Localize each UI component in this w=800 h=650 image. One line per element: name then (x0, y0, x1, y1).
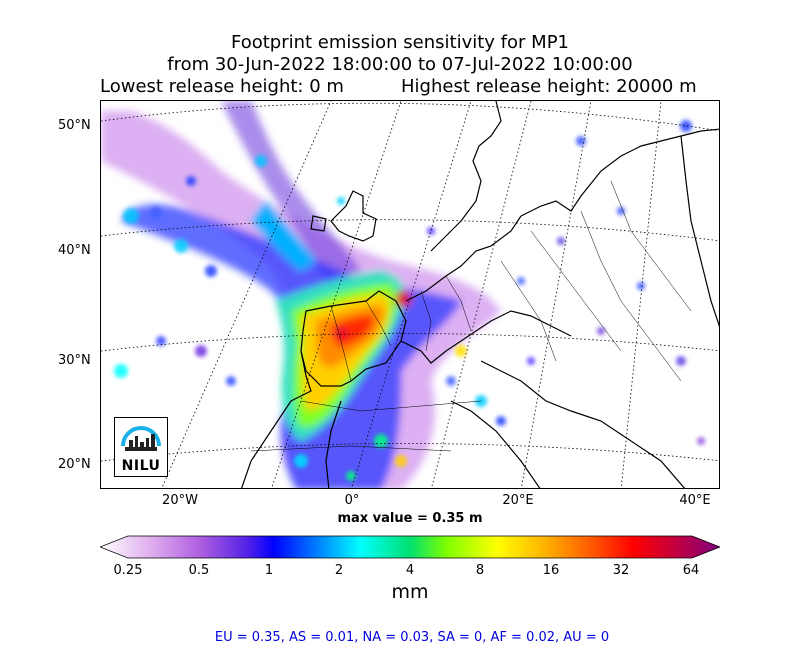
colorbar-tick-7: 32 (612, 563, 630, 578)
lat-label-50n: 50°N (58, 118, 91, 133)
colorbar-tick-4: 4 (405, 563, 415, 578)
max-value-label: max value = 0.35 m (337, 511, 483, 526)
lon-label-20w: 20°W (162, 493, 198, 508)
lon-label-40e: 40°E (679, 493, 711, 508)
lat-label-20n: 20°N (58, 457, 91, 472)
plot-title-line1: Footprint emission sensitivity for MP1 (230, 32, 569, 53)
colorbar-tick-0: 0.25 (113, 563, 143, 578)
lat-label-40n: 40°N (58, 243, 91, 258)
colorbar-unit: mm (391, 581, 429, 603)
sensitivity-patches (114, 120, 705, 481)
country-borders (250, 180, 692, 452)
colorbar-tick-6: 16 (542, 563, 560, 578)
colorbar-tick-5: 8 (475, 563, 485, 578)
graticule (101, 101, 719, 488)
colorbar-tick-1: 0.5 (188, 563, 210, 578)
region-summary: EU = 0.35, AS = 0.01, NA = 0.03, SA = 0,… (214, 630, 610, 645)
lat-label-30n: 30°N (58, 353, 91, 368)
colorbar-tick-8: 64 (682, 563, 700, 578)
sensitivity-field (101, 101, 501, 488)
logo-text: NILU (121, 458, 161, 474)
footprint-map (100, 100, 720, 489)
colorbar-tick-2: 1 (264, 563, 274, 578)
colorbar (100, 535, 720, 559)
coastlines (241, 101, 719, 488)
lon-label-20e: 20°E (502, 493, 534, 508)
nilu-logo: NILU (114, 417, 168, 477)
colorbar-tick-3: 2 (334, 563, 344, 578)
highest-release-height: Highest release height: 20000 m (401, 76, 697, 97)
lowest-release-height: Lowest release height: 0 m (100, 76, 344, 97)
lon-label-0: 0° (344, 493, 360, 508)
plot-title-line2: from 30-Jun-2022 18:00:00 to 07-Jul-2022… (167, 54, 633, 75)
